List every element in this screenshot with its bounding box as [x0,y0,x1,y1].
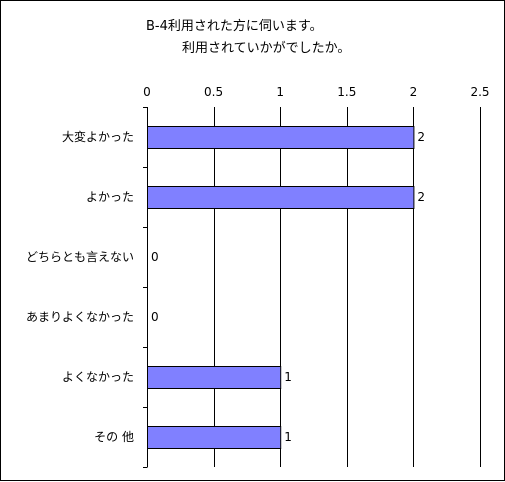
data-label: 2 [417,190,425,204]
labels: 0 0.5 1 1.5 2 2.5 大変よかった 2 よかった 2 どちらとも言えない 0 あまりよくな… [26,85,490,444]
data-label: 2 [417,130,425,144]
data-label: 0 [151,250,159,264]
data-label: 1 [284,430,292,444]
category-label: その 他 [94,430,134,444]
x-tick-label: 0.5 [204,85,223,99]
chart-title-line-2: 利用されていかがでしたか。 [182,41,350,56]
bar [147,126,415,149]
bar [147,366,282,389]
data-label: 1 [284,370,292,384]
chart-title-line-1: B-4利用された方に伺います。 [146,18,323,34]
x-tick-label: 2 [410,85,418,99]
gridlines [214,107,481,467]
bar [147,426,282,449]
x-tick-label: 0 [143,85,151,99]
x-tick-label: 2.5 [470,85,489,99]
bar [147,186,415,209]
data-label: 0 [151,310,159,324]
x-tick-label: 1.5 [337,85,356,99]
category-label: どちらとも言えない [26,250,134,264]
axes [143,107,148,468]
category-label: あまりよくなかった [26,310,134,324]
category-label: よかった [86,190,134,204]
x-tick-label: 1 [276,85,284,99]
category-label: よくなかった [62,370,134,384]
bars [147,126,415,449]
category-label: 大変よかった [62,129,134,144]
